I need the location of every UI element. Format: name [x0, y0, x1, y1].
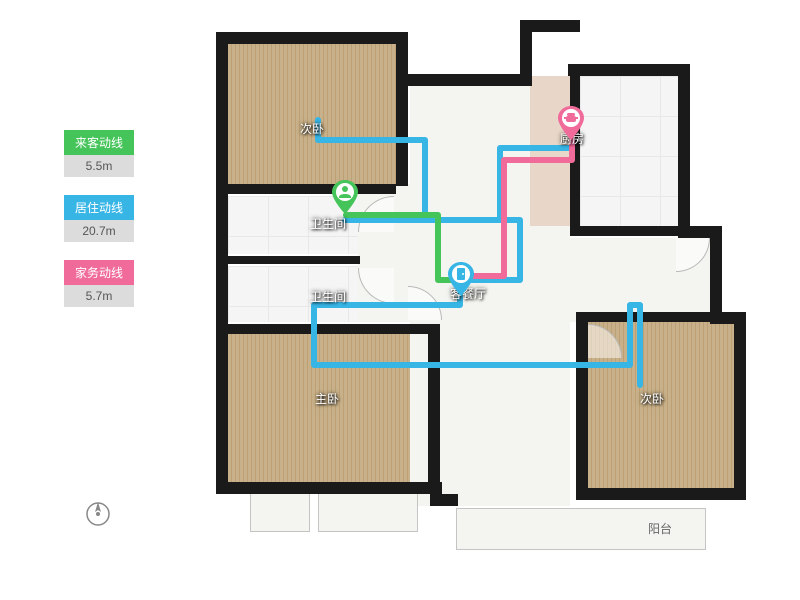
compass-icon: [84, 500, 112, 528]
legend-living-label: 居住动线: [64, 195, 134, 220]
legend-guest: 来客动线 5.5m: [64, 130, 144, 177]
label-bath2: 卫生间: [310, 288, 346, 305]
label-bath1: 卫生间: [310, 215, 346, 232]
legend-chore-value: 5.7m: [64, 285, 134, 307]
legend-chore: 家务动线 5.7m: [64, 260, 144, 307]
marker-kitchen: [558, 106, 584, 140]
marker-person: [332, 180, 358, 214]
legend-living-value: 20.7m: [64, 220, 134, 242]
legend-guest-label: 来客动线: [64, 130, 134, 155]
path-green: [346, 215, 464, 280]
legend-guest-value: 5.5m: [64, 155, 134, 177]
legend-living: 居住动线 20.7m: [64, 195, 144, 242]
label-balcony: 阳台: [648, 520, 672, 537]
floorplan: 次卧 卫生间 卫生间 主卧 客餐厅 厨房 次卧 阳台: [200, 20, 760, 580]
path-blue: [314, 120, 640, 385]
legend: 来客动线 5.5m 居住动线 20.7m 家务动线 5.7m: [64, 130, 144, 325]
label-bed3: 次卧: [640, 390, 664, 407]
legend-chore-label: 家务动线: [64, 260, 134, 285]
marker-door: [448, 262, 474, 296]
label-bed1: 次卧: [300, 120, 324, 137]
label-bed2: 主卧: [315, 390, 339, 407]
